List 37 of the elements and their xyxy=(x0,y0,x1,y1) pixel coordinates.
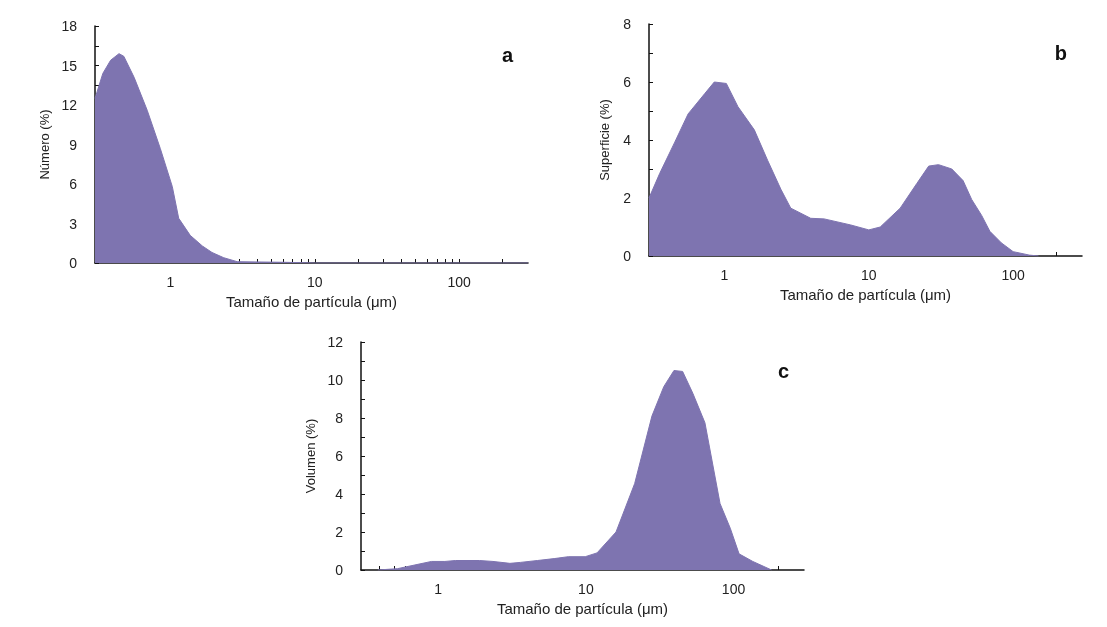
x-tick-label: 100 xyxy=(447,274,472,290)
y-tick-label: 9 xyxy=(69,136,78,153)
y-tick-label: 12 xyxy=(61,97,78,113)
y-tick-label: 3 xyxy=(69,215,78,232)
y-tick-label: 2 xyxy=(335,524,344,540)
y-tick-label: 8 xyxy=(623,16,632,32)
text: c xyxy=(777,360,789,382)
x-tick-label: 1 xyxy=(166,274,175,290)
x-tick-label: 1 xyxy=(434,581,443,597)
x-tick-label: 100 xyxy=(721,581,746,597)
x-axis-title: Tamaño de partícula (μm) xyxy=(779,285,952,303)
y-tick-label: 4 xyxy=(335,486,344,502)
x-axis-title: Tamaño de partícula (μm) xyxy=(496,599,669,617)
y-tick-label: 8 xyxy=(335,410,344,426)
y-tick-label: 6 xyxy=(335,448,344,464)
y-tick-label: 4 xyxy=(623,132,632,148)
x-axis-title: Tamaño de partícula (μm) xyxy=(225,292,398,310)
y-tick-label: 0 xyxy=(623,248,632,264)
text: b xyxy=(1054,42,1067,64)
x-tick-label: 10 xyxy=(861,267,877,283)
y-tick-label: 10 xyxy=(327,372,344,388)
x-tick-label: 10 xyxy=(307,274,323,290)
x-tick-label: 100 xyxy=(1001,267,1026,283)
y-tick-label: 6 xyxy=(69,176,78,192)
y-axis-title: Número (%) xyxy=(36,109,52,180)
y-tick-label: 15 xyxy=(61,57,78,74)
y-tick-label: 18 xyxy=(61,18,78,34)
y-tick-label: 0 xyxy=(335,562,344,578)
y-tick-label: 2 xyxy=(623,190,632,206)
x-tick-label: 10 xyxy=(578,581,594,597)
text: a xyxy=(501,44,514,66)
y-tick-label: 6 xyxy=(623,74,632,90)
x-tick-label: 1 xyxy=(720,267,729,283)
y-tick-label: 0 xyxy=(69,255,78,271)
y-tick-label: 12 xyxy=(327,334,344,350)
y-axis-title: Superficie (%) xyxy=(597,99,612,181)
y-axis-title: Volumen (%) xyxy=(302,418,318,494)
